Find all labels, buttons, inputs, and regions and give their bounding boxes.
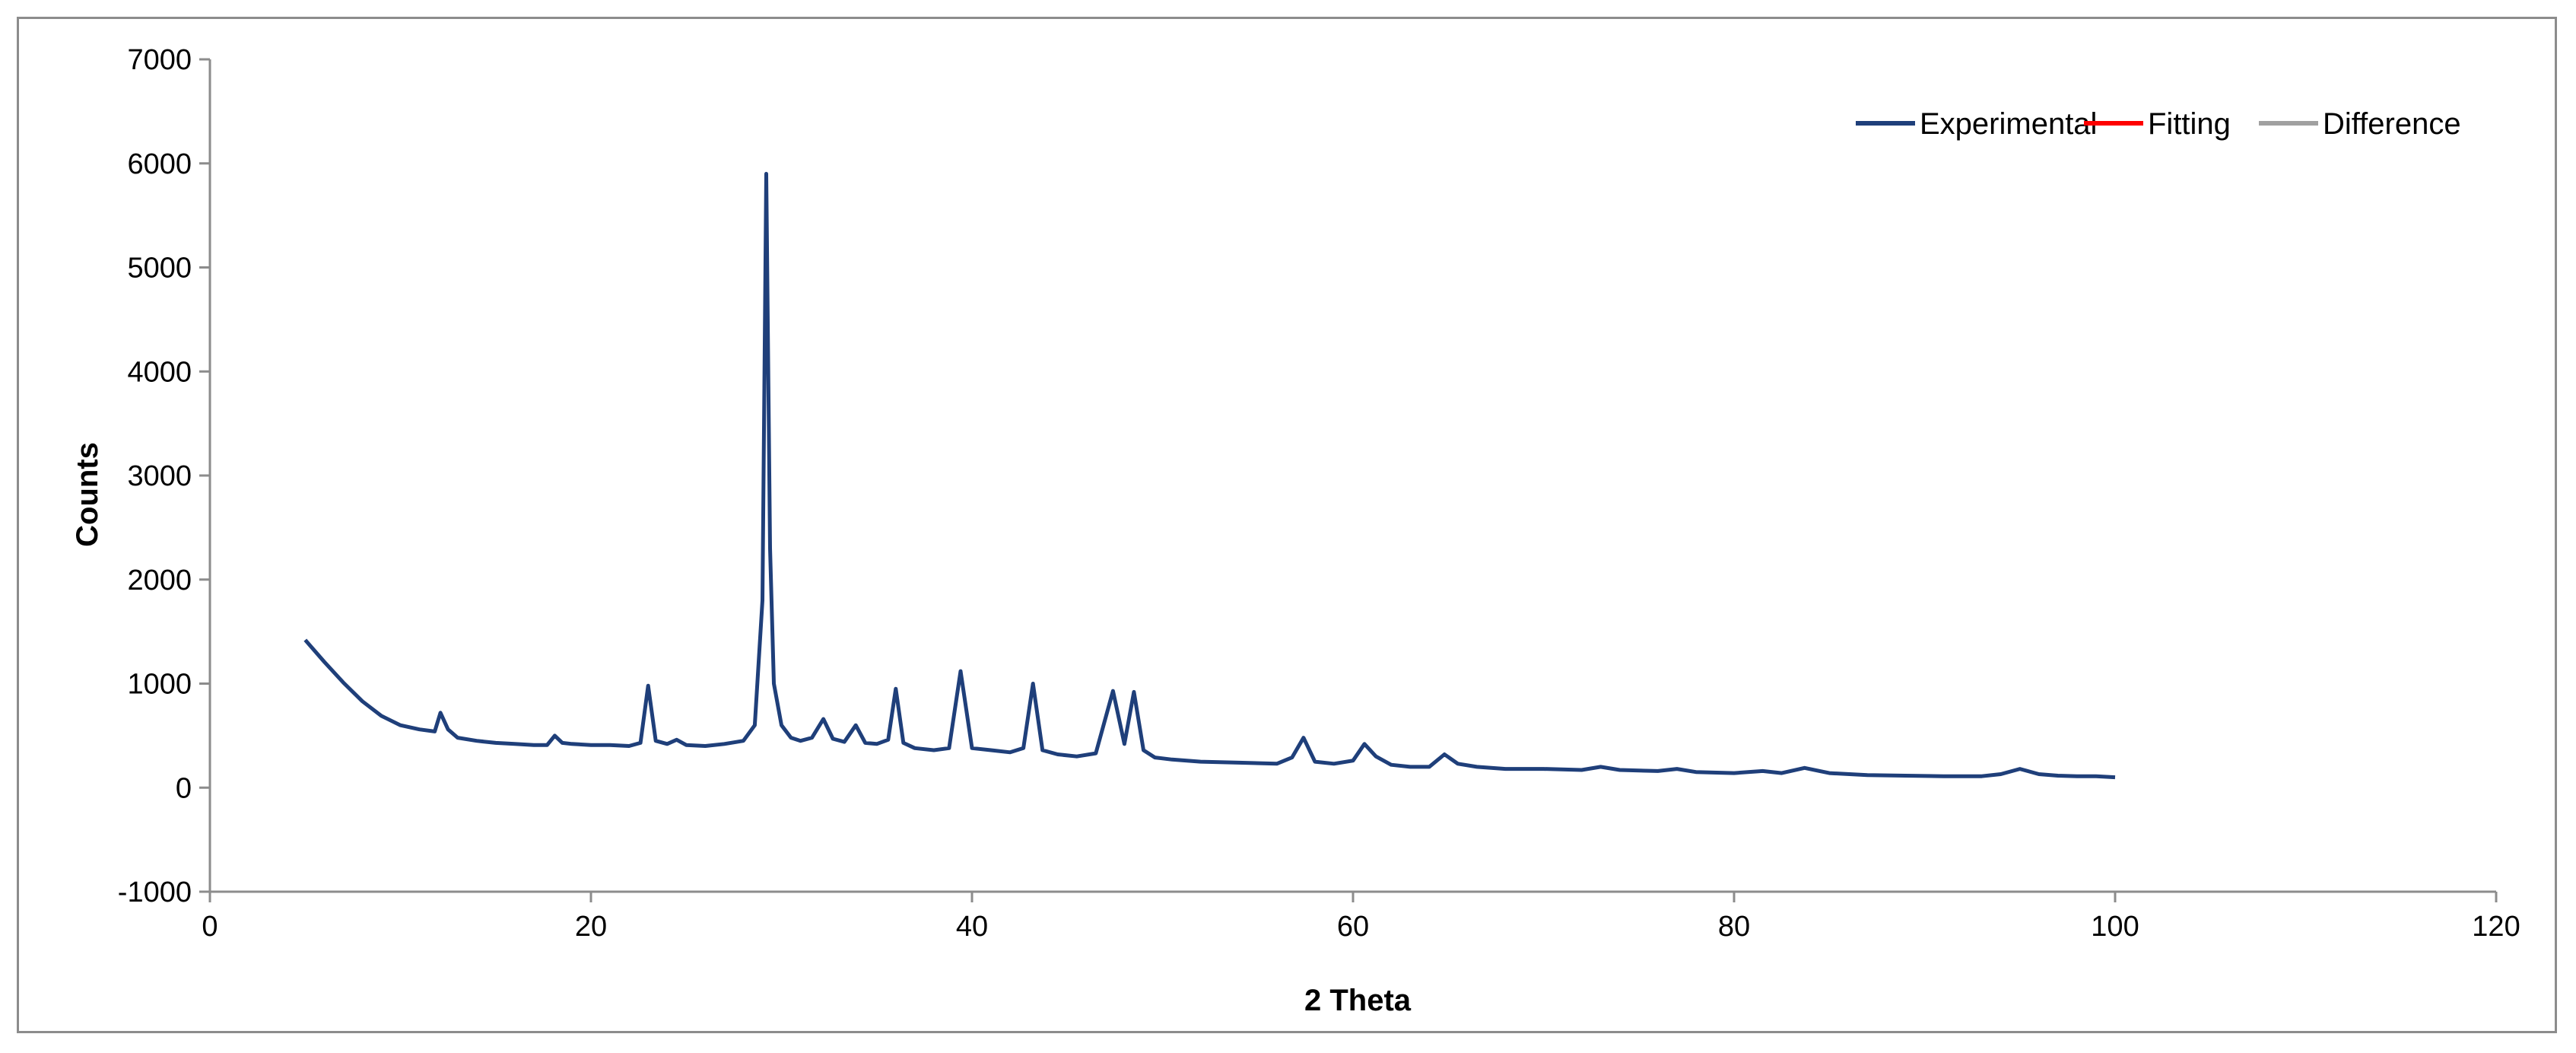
y-tick-label: 7000 [127, 44, 192, 76]
legend: Experimental Fitting Difference [1856, 107, 2461, 141]
legend-label-fitting: Fitting [2148, 107, 2231, 141]
y-tick-label: 3000 [127, 460, 192, 492]
y-tick-label: 2000 [127, 565, 192, 596]
x-tick-label: 40 [956, 911, 988, 943]
y-tick-label: 1000 [127, 669, 192, 701]
series-layer [303, 171, 2116, 780]
axes: -1000 0 1000 2000 3000 4000 5000 6000 7000 0 20 40 6… [118, 44, 2520, 943]
y-tick-label: 5000 [127, 253, 192, 285]
x-tick-label: 120 [2472, 911, 2520, 943]
x-tick-label: 0 [202, 911, 218, 943]
y-tick-label: 0 [176, 772, 192, 804]
x-tick-label: 60 [1337, 911, 1369, 943]
y-tick-label: -1000 [118, 876, 192, 908]
legend-label-difference: Difference [2323, 107, 2461, 141]
y-tick-label: 4000 [127, 356, 192, 388]
x-axis-title: 2 Theta [1304, 984, 1412, 1017]
series-line-experimental [303, 171, 2116, 780]
x-tick-label: 100 [2091, 911, 2139, 943]
x-tick-label: 20 [575, 911, 607, 943]
legend-label-experimental: Experimental [1920, 107, 2097, 141]
x-tick-label: 80 [1718, 911, 1750, 943]
y-axis-title: Counts [71, 442, 104, 547]
y-tick-label: 6000 [127, 148, 192, 180]
chart-frame [17, 17, 2557, 1033]
